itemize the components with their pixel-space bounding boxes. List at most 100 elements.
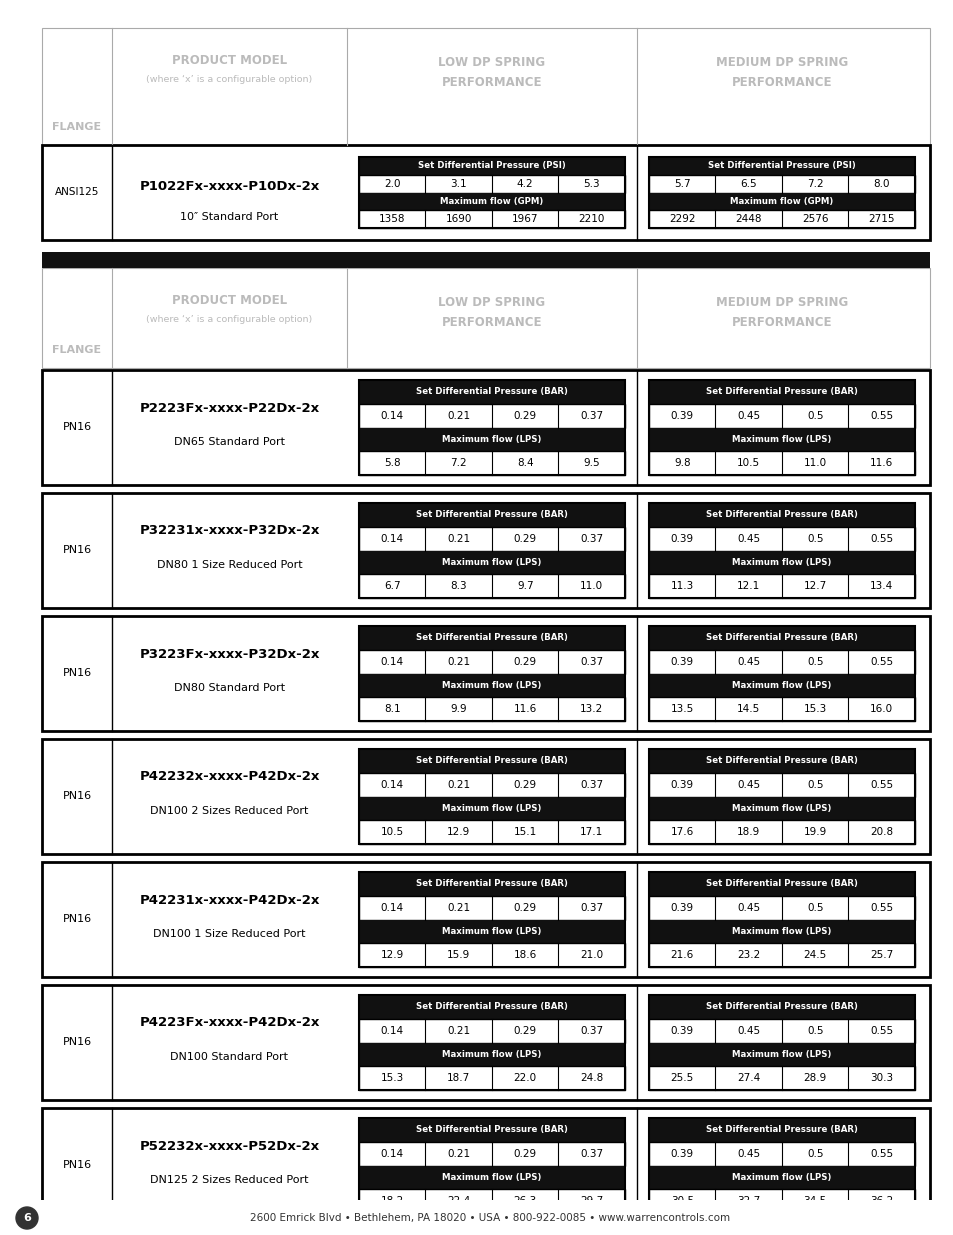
Text: 34.5: 34.5 <box>802 1197 826 1207</box>
Text: 22.4: 22.4 <box>447 1197 470 1207</box>
Bar <box>358 872 624 967</box>
Bar <box>358 1019 624 1042</box>
Text: P3223Fx-xxxx-P32Dx-2x: P3223Fx-xxxx-P32Dx-2x <box>139 647 319 661</box>
Bar <box>648 872 914 967</box>
Text: 0.14: 0.14 <box>380 657 403 667</box>
Text: Maximum flow (LPS): Maximum flow (LPS) <box>442 927 541 936</box>
Text: 0.29: 0.29 <box>513 534 537 543</box>
Bar <box>648 380 914 475</box>
Text: Maximum flow (LPS): Maximum flow (LPS) <box>732 1050 831 1058</box>
Text: Set Differential Pressure (BAR): Set Differential Pressure (BAR) <box>416 388 567 396</box>
Text: P2223Fx-xxxx-P22Dx-2x: P2223Fx-xxxx-P22Dx-2x <box>139 401 319 415</box>
Text: P32231x-xxxx-P32Dx-2x: P32231x-xxxx-P32Dx-2x <box>139 525 319 537</box>
Text: 6.5: 6.5 <box>740 179 757 189</box>
Bar <box>648 574 914 598</box>
Text: PN16: PN16 <box>62 668 91 678</box>
Text: Set Differential Pressure (BAR): Set Differential Pressure (BAR) <box>416 756 567 766</box>
Bar <box>358 174 624 193</box>
Bar <box>42 1108 929 1223</box>
Bar <box>358 404 624 427</box>
Text: 0.29: 0.29 <box>513 1025 537 1036</box>
Text: 13.4: 13.4 <box>869 582 892 592</box>
Text: 0.21: 0.21 <box>447 779 470 789</box>
Bar <box>42 862 929 977</box>
Text: 0.29: 0.29 <box>513 779 537 789</box>
Text: 0.14: 0.14 <box>380 1149 403 1158</box>
Text: ANSI125: ANSI125 <box>54 186 99 198</box>
Text: 2210: 2210 <box>578 214 604 224</box>
Text: 24.8: 24.8 <box>579 1073 602 1083</box>
Text: 0.39: 0.39 <box>670 657 693 667</box>
Text: 6: 6 <box>23 1213 30 1223</box>
Bar <box>648 773 914 797</box>
Text: 0.45: 0.45 <box>737 534 760 543</box>
Text: 0.37: 0.37 <box>579 657 602 667</box>
Text: 0.37: 0.37 <box>579 1025 602 1036</box>
Bar <box>358 451 624 475</box>
Bar <box>648 895 914 920</box>
Text: 28.9: 28.9 <box>802 1073 826 1083</box>
Bar <box>648 1141 914 1166</box>
Text: Set Differential Pressure (BAR): Set Differential Pressure (BAR) <box>416 879 567 888</box>
Text: PRODUCT MODEL: PRODUCT MODEL <box>172 294 287 306</box>
Text: 0.5: 0.5 <box>806 903 822 913</box>
Text: 20.8: 20.8 <box>869 827 892 837</box>
Bar <box>358 673 624 698</box>
Bar <box>358 698 624 721</box>
Text: DN125 2 Sizes Reduced Port: DN125 2 Sizes Reduced Port <box>150 1174 309 1186</box>
Bar <box>648 427 914 451</box>
Bar <box>648 920 914 944</box>
Bar <box>42 493 929 608</box>
Bar <box>648 404 914 427</box>
Text: PN16: PN16 <box>62 422 91 432</box>
Bar <box>358 157 624 174</box>
Bar <box>358 626 624 650</box>
Text: 5.3: 5.3 <box>583 179 599 189</box>
Text: 9.7: 9.7 <box>517 582 533 592</box>
Text: 0.5: 0.5 <box>806 534 822 543</box>
Bar <box>648 944 914 967</box>
Text: P42231x-xxxx-P42Dx-2x: P42231x-xxxx-P42Dx-2x <box>139 893 319 906</box>
Text: Maximum flow (LPS): Maximum flow (LPS) <box>442 1050 541 1058</box>
Text: 0.14: 0.14 <box>380 903 403 913</box>
Bar <box>648 157 914 174</box>
Text: 0.37: 0.37 <box>579 1149 602 1158</box>
Bar <box>648 820 914 844</box>
Text: 16.0: 16.0 <box>869 704 892 714</box>
Text: 2292: 2292 <box>668 214 695 224</box>
Bar <box>358 503 624 598</box>
Bar <box>648 174 914 193</box>
Text: Maximum flow (LPS): Maximum flow (LPS) <box>732 927 831 936</box>
Text: PERFORMANCE: PERFORMANCE <box>731 315 831 329</box>
Bar <box>648 210 914 228</box>
Text: 0.5: 0.5 <box>806 657 822 667</box>
Bar <box>648 698 914 721</box>
Bar <box>648 1166 914 1189</box>
Bar <box>358 626 624 721</box>
Text: (where ‘x’ is a configurable option): (where ‘x’ is a configurable option) <box>146 75 313 84</box>
Bar <box>358 872 624 895</box>
Bar <box>648 1189 914 1213</box>
Text: 14.5: 14.5 <box>737 704 760 714</box>
Text: Maximum flow (LPS): Maximum flow (LPS) <box>442 435 541 443</box>
Text: 0.55: 0.55 <box>869 1025 892 1036</box>
Bar <box>358 820 624 844</box>
Text: 18.9: 18.9 <box>737 827 760 837</box>
Text: Maximum flow (LPS): Maximum flow (LPS) <box>442 680 541 690</box>
Bar <box>648 995 914 1091</box>
Text: 29.7: 29.7 <box>579 1197 602 1207</box>
Text: DN80 1 Size Reduced Port: DN80 1 Size Reduced Port <box>156 559 302 571</box>
Bar <box>648 1066 914 1091</box>
Text: Maximum flow (GPM): Maximum flow (GPM) <box>730 196 833 206</box>
Text: 0.29: 0.29 <box>513 1149 537 1158</box>
Text: 0.55: 0.55 <box>869 1149 892 1158</box>
Text: 0.37: 0.37 <box>579 534 602 543</box>
Text: PN16: PN16 <box>62 914 91 924</box>
Bar <box>358 380 624 475</box>
Text: 17.1: 17.1 <box>579 827 602 837</box>
Text: 0.55: 0.55 <box>869 903 892 913</box>
Bar <box>648 797 914 820</box>
Bar <box>358 1141 624 1166</box>
Text: 0.37: 0.37 <box>579 410 602 421</box>
Text: 30.3: 30.3 <box>869 1073 892 1083</box>
